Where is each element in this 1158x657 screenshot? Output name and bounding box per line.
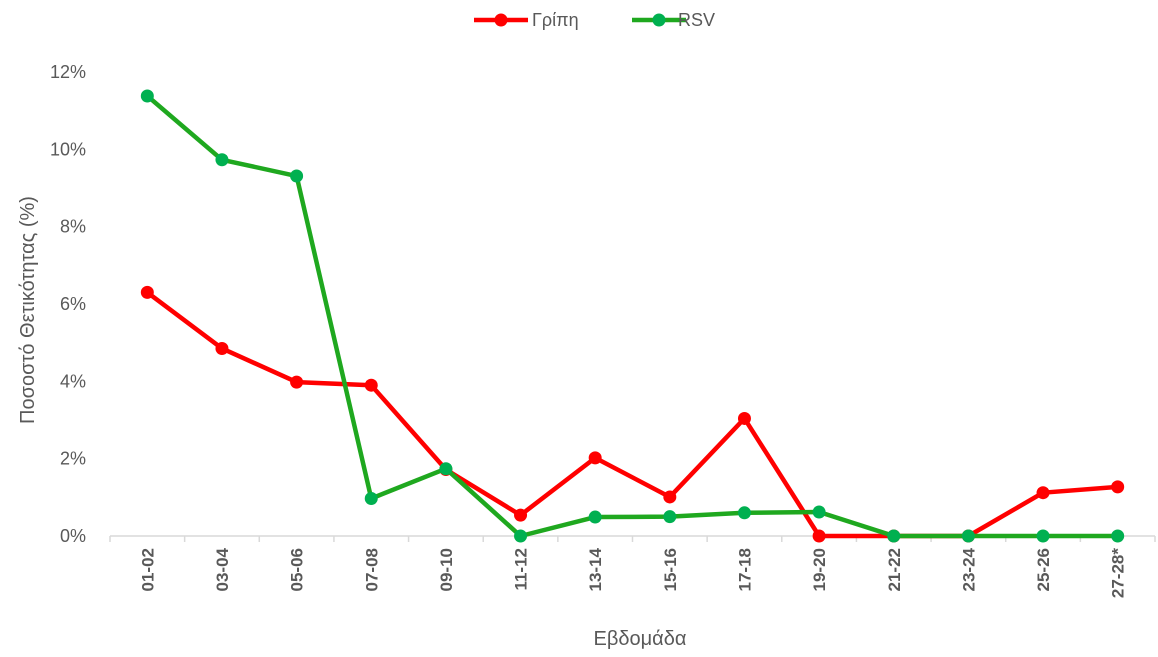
series-2 — [140, 89, 1125, 543]
data-point — [663, 490, 677, 504]
y-tick-label: 12% — [50, 62, 86, 82]
data-point — [514, 529, 528, 543]
x-tick-label: 23-24 — [959, 547, 978, 591]
legend-swatch-marker — [652, 13, 666, 27]
data-point — [290, 169, 304, 183]
x-axis: 01-02 03-04 05-06 07-08 09-10 11-12 13-14 15-16… — [109, 535, 1156, 598]
x-tick-label: 07-08 — [362, 548, 381, 591]
data-point — [140, 89, 154, 103]
data-point — [1111, 480, 1125, 494]
series-group — [140, 89, 1125, 543]
data-point — [588, 510, 602, 524]
x-tick-label: 19-20 — [810, 548, 829, 591]
x-tick-label: 17-18 — [735, 548, 754, 591]
data-point — [290, 375, 304, 389]
data-point — [812, 529, 826, 543]
x-tick-label: 27-28* — [1109, 548, 1128, 598]
legend-label: RSV — [678, 10, 715, 30]
y-tick-label: 2% — [60, 449, 86, 469]
x-tick-label: 21-22 — [885, 548, 904, 591]
y-axis: 0% 2% 4% 6% 8% 10% 12% — [50, 62, 86, 546]
x-tick-label: 01-02 — [138, 548, 157, 591]
data-point — [887, 529, 901, 543]
data-point — [364, 378, 378, 392]
data-point — [663, 510, 677, 524]
data-point — [737, 411, 751, 425]
x-tick-label: 25-26 — [1034, 548, 1053, 591]
x-tick-label: 11-12 — [512, 548, 531, 591]
data-point — [1036, 529, 1050, 543]
x-tick-label: 03-04 — [213, 547, 232, 591]
data-point — [1036, 486, 1050, 500]
legend-swatch-marker — [494, 13, 508, 27]
data-point — [737, 506, 751, 520]
legend: Γρίπη RSV — [474, 10, 715, 30]
series-1 — [140, 285, 1125, 543]
x-axis-title: Εβδομάδα — [594, 628, 687, 650]
legend-item: Γρίπη — [474, 10, 579, 30]
data-point — [1111, 529, 1125, 543]
legend-item: RSV — [632, 10, 715, 30]
series-line — [145, 93, 1120, 539]
data-point — [140, 285, 154, 299]
y-tick-label: 8% — [60, 217, 86, 237]
legend-label: Γρίπη — [532, 10, 579, 30]
y-axis-title: Ποσοστό Θετικότητας (%) — [17, 196, 39, 424]
data-point — [215, 153, 229, 167]
y-tick-label: 10% — [50, 139, 86, 159]
y-tick-label: 6% — [60, 294, 86, 314]
x-tick-label: 15-16 — [661, 548, 680, 591]
x-tick-label: 09-10 — [437, 548, 456, 591]
data-point — [215, 341, 229, 355]
data-point — [812, 505, 826, 519]
y-tick-label: 0% — [60, 526, 86, 546]
data-point — [439, 462, 453, 476]
data-point — [588, 451, 602, 465]
y-tick-label: 4% — [60, 371, 86, 391]
data-point — [514, 508, 528, 522]
data-point — [364, 491, 378, 505]
x-tick-label: 05-06 — [288, 548, 307, 591]
x-tick-label: 13-14 — [586, 547, 605, 591]
series-line — [145, 290, 1120, 539]
data-point — [961, 529, 975, 543]
